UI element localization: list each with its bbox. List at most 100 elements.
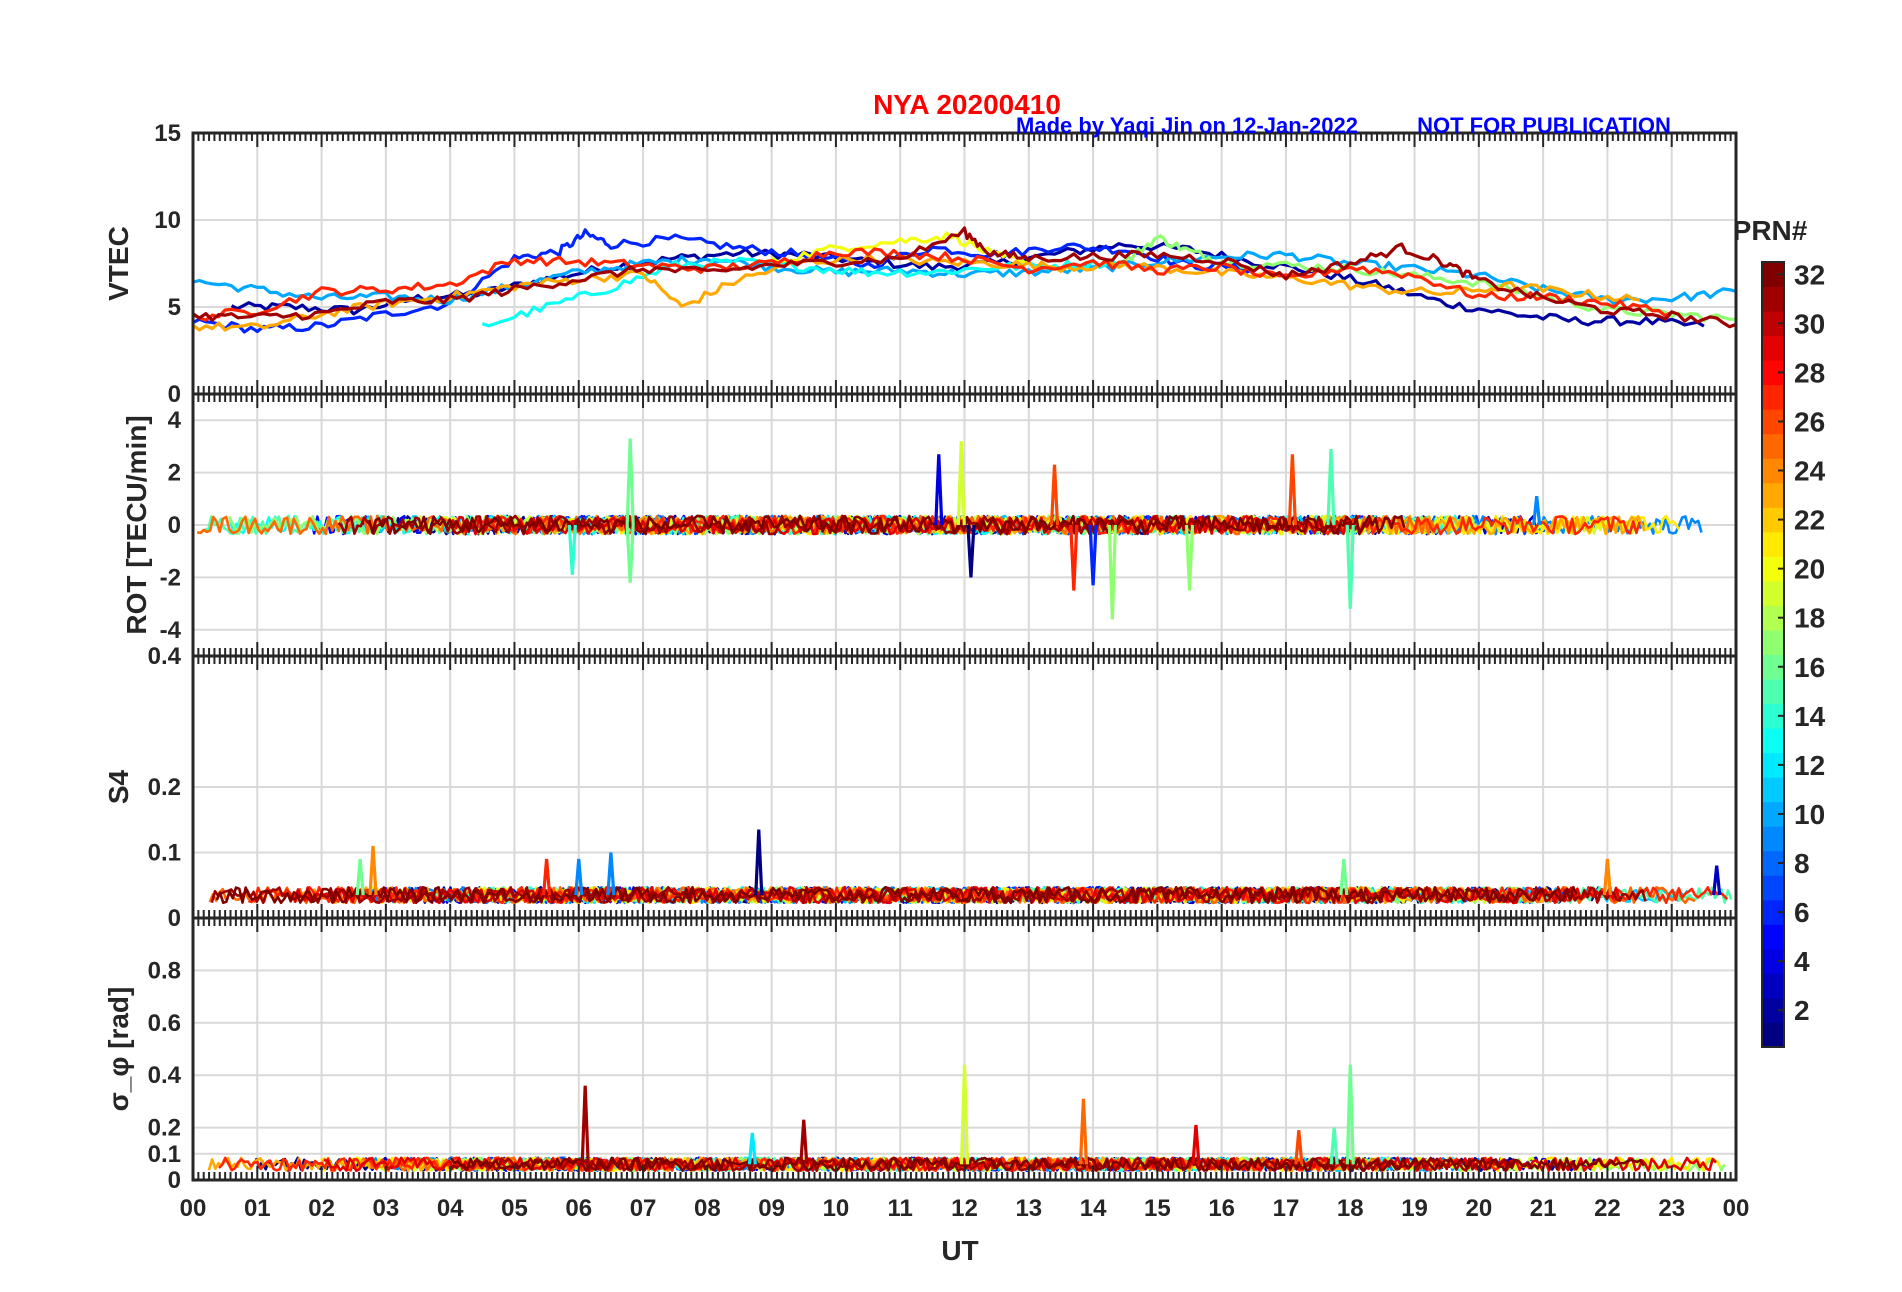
colorbar-tick-label: 2	[1794, 995, 1810, 1026]
colorbar-segment	[1762, 654, 1784, 680]
spike-prn-26	[1294, 1130, 1304, 1165]
colorbar-segment	[1762, 728, 1784, 754]
x-tick-label: 00	[180, 1195, 207, 1222]
x-tick-label: 15	[1144, 1195, 1171, 1222]
spike-prn-16	[355, 858, 365, 896]
x-tick-label: 10	[823, 1195, 850, 1222]
x-tick-label: 17	[1273, 1195, 1300, 1222]
x-tick-label: 05	[501, 1195, 528, 1222]
spike-prn-4	[934, 454, 944, 526]
spike-prn-26	[1287, 454, 1297, 526]
spike-prn-17	[1107, 524, 1117, 620]
y-tick-label: 15	[154, 120, 181, 147]
colorbar-segment	[1762, 948, 1784, 974]
spike-prn-1	[754, 829, 764, 896]
spike-prn-15	[1329, 1127, 1339, 1165]
colorbar-tick-label: 24	[1794, 456, 1826, 487]
y-axis-label: ROT [TECU/min]	[121, 415, 152, 634]
colorbar-segment	[1762, 580, 1784, 606]
y-tick-label: 0	[168, 512, 181, 539]
spike-prn-31	[799, 1119, 809, 1165]
series-line-prn-10	[193, 250, 1736, 306]
colorbar-segment	[1762, 507, 1784, 533]
x-tick-label: 00	[1723, 1195, 1750, 1222]
colorbar-tick-label: 4	[1794, 946, 1810, 977]
colorbar-tick-label: 16	[1794, 652, 1825, 683]
y-tick-label: 5	[168, 294, 181, 321]
spike-prn-27	[1069, 524, 1079, 591]
spike-prn-29	[1191, 1124, 1201, 1165]
series-group	[207, 1064, 1726, 1173]
x-tick-label: 14	[1080, 1195, 1107, 1222]
colorbar-segment	[1762, 286, 1784, 312]
panel-rot: -4 -2 0 2 4 ROT [TECU/min]	[121, 392, 1738, 658]
x-tick-label: 07	[630, 1195, 657, 1222]
y-axis-label: σ_φ [rad]	[103, 987, 134, 1112]
spike-prn-27	[542, 858, 552, 896]
x-tick-label: 08	[694, 1195, 721, 1222]
spike-prn-9	[574, 858, 584, 896]
y-tick-label: 10	[154, 207, 181, 234]
colorbar-segment	[1762, 899, 1784, 925]
y-tick-label: 0.2	[148, 774, 181, 801]
colorbar-segment	[1762, 679, 1784, 705]
y-tick-label: -4	[160, 617, 182, 644]
spike-prn-9	[606, 852, 616, 896]
colorbar-segment	[1762, 997, 1784, 1023]
panel-sigma_phi: 00.10.2 0.4 0.6 0.8 σ_φ [rad] 00 01 02 03 04 05 06 0…	[103, 916, 1750, 1222]
colorbar-segment	[1762, 409, 1784, 435]
colorbar-segment	[1762, 752, 1784, 778]
credit-text: Made by Yaqi Jin on 12-Jan-2022	[1016, 113, 1358, 138]
colorbar-tick-label: 14	[1794, 701, 1826, 732]
colorbar-tick-label: 32	[1794, 259, 1825, 290]
colorbar-segment	[1762, 801, 1784, 827]
spike-prn-15	[1345, 524, 1355, 609]
colorbar-segment	[1762, 482, 1784, 508]
y-tick-label: 0	[168, 381, 181, 408]
colorbar-segment	[1762, 924, 1784, 950]
spike-prn-26	[1049, 464, 1060, 526]
colorbar-tick-label: 22	[1794, 505, 1825, 536]
y-tick-label: -2	[160, 564, 181, 591]
series-group	[193, 226, 1736, 334]
colorbar-segment	[1762, 458, 1784, 484]
x-tick-label: 09	[758, 1195, 785, 1222]
spike-prn-6	[1088, 524, 1098, 586]
series-group	[208, 829, 1733, 905]
spike-prn-9	[1532, 496, 1542, 526]
y-tick-label: 0.4	[148, 643, 182, 670]
x-tick-label: 19	[1401, 1195, 1428, 1222]
colorbar-segment	[1762, 826, 1784, 852]
colorbar-tick-label: 26	[1794, 406, 1825, 437]
panel-s4: 0 0.1 0.2 0.4 S4	[103, 643, 1738, 932]
y-tick-label: 0	[168, 1167, 181, 1194]
notice-text: NOT FOR PUBLICATION	[1417, 113, 1671, 138]
y-tick-label: 0.2	[148, 1115, 181, 1142]
x-tick-label: 22	[1594, 1195, 1621, 1222]
series-group	[196, 438, 1703, 620]
spike-prn-24	[368, 845, 378, 896]
series-line-prn-32	[215, 885, 1578, 905]
spike-prn-24	[1602, 858, 1613, 896]
colorbar-segment	[1762, 311, 1784, 337]
series-line-prn-32	[450, 1156, 1645, 1173]
x-tick-label: 12	[951, 1195, 978, 1222]
spike-prn-16	[1339, 858, 1349, 896]
colorbar-segment	[1762, 262, 1784, 288]
spike-prn-19	[959, 1064, 970, 1165]
spike-prn-15	[1326, 448, 1336, 526]
y-axis-label: S4	[103, 769, 134, 804]
colorbar-segment	[1762, 973, 1784, 999]
colorbar-segment	[1762, 360, 1784, 386]
spike-prn-1	[966, 524, 976, 578]
colorbar-segment	[1762, 777, 1784, 803]
spike-prn-14	[567, 524, 577, 575]
x-tick-label: 02	[308, 1195, 335, 1222]
colorbar-segment	[1762, 531, 1784, 557]
x-tick-label: 11	[888, 1195, 913, 1222]
colorbar-segment	[1762, 556, 1784, 582]
y-tick-label: 2	[168, 460, 181, 487]
series-line-prn-6	[193, 228, 1255, 334]
x-tick-label: 04	[437, 1195, 464, 1222]
